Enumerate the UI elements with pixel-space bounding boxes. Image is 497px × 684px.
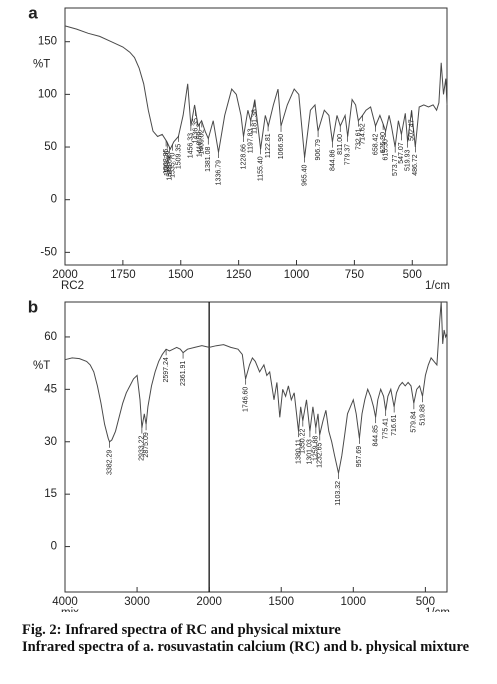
- x-tick-label: 1750: [110, 269, 136, 281]
- peak-label: 716.61: [391, 414, 398, 436]
- peak-label: 1197.83: [248, 128, 255, 153]
- panel-label: a: [28, 3, 38, 22]
- y-tick-label: 0: [51, 194, 57, 206]
- peak-label: 2875.09: [143, 432, 150, 457]
- x-axis-label: 1/cm: [425, 607, 450, 612]
- peak-label: 547.07: [398, 142, 405, 164]
- peak-label: 1232.65: [317, 442, 324, 467]
- peak-label: 1381.08: [205, 146, 212, 171]
- x-axis-label: 1/cm: [425, 280, 450, 292]
- peak-label: 519.88: [419, 404, 426, 426]
- y-tick-label: 150: [38, 36, 57, 48]
- y-tick-label: -50: [40, 246, 57, 258]
- y-tick-label: 50: [44, 141, 57, 153]
- peak-label: 1066.90: [278, 134, 285, 159]
- peak-label: 573.77: [392, 155, 399, 177]
- y-tick-label: 60: [44, 331, 57, 343]
- peak-label: 1509.35: [175, 144, 182, 169]
- plot-frame: [64, 7, 448, 266]
- peak-label: 2361.91: [180, 361, 187, 386]
- peak-label: 779.37: [344, 144, 351, 166]
- y-tick-label: 45: [44, 383, 57, 395]
- x-tick-label: 3000: [124, 596, 150, 608]
- y-tick-label: 0: [51, 541, 57, 553]
- peak-label: 625.90: [380, 132, 387, 154]
- x-tick-label: 1250: [226, 269, 252, 281]
- peak-label: 1558.26: [164, 151, 171, 176]
- x-tick-label: 750: [345, 269, 364, 281]
- x-tick-label: 1500: [268, 596, 294, 608]
- peak-label: 615.30: [382, 139, 389, 161]
- peak-label: 844.85: [373, 425, 380, 447]
- panel-label: b: [28, 297, 38, 316]
- y-tick-label: 15: [44, 488, 57, 500]
- peak-label: 1548.69: [166, 155, 173, 180]
- peak-label: 906.79: [315, 139, 322, 161]
- sample-label: mix: [61, 607, 79, 612]
- peak-label: 2933.22: [139, 435, 146, 460]
- peak-label: 1155.40: [257, 156, 264, 181]
- peak-label: 1122.81: [265, 133, 272, 158]
- peak-label: 1535.70: [169, 152, 176, 177]
- peak-label: 579.84: [411, 411, 418, 433]
- peak-label: 519.93: [405, 150, 412, 172]
- peak-label: 965.40: [301, 164, 308, 186]
- spectrum-line: [64, 25, 448, 158]
- y-axis-label: %T: [33, 360, 50, 372]
- peak-label: 1436.35: [192, 118, 199, 143]
- x-tick-label: 2000: [196, 596, 222, 608]
- peak-label: 1409.02: [199, 129, 206, 154]
- x-tick-label: 4000: [52, 596, 78, 608]
- peak-label: 1301.03: [307, 439, 314, 464]
- peak-label: 1418.69: [196, 132, 203, 157]
- peak-label: 3382.29: [106, 450, 113, 475]
- y-tick-label: 100: [38, 88, 57, 100]
- x-tick-label: 500: [403, 269, 422, 281]
- peak-label: 714.62: [359, 123, 366, 145]
- peak-label: 1350.22: [300, 428, 307, 453]
- sample-label: RC2: [61, 280, 84, 292]
- x-tick-label: 1000: [284, 269, 310, 281]
- caption-title: Fig. 2: Infrared spectra of RC and physi…: [22, 622, 341, 638]
- peak-label: 658.42: [372, 134, 379, 156]
- peak-label: 1456.33: [188, 133, 195, 158]
- y-axis-label: %T: [33, 59, 50, 71]
- peak-label: 1563.35: [163, 148, 170, 173]
- peak-label: 1746.60: [243, 387, 250, 412]
- spectrum-line: [64, 301, 448, 474]
- x-tick-label: 2000: [52, 269, 78, 281]
- peak-label: 502.47: [409, 119, 416, 141]
- x-tick-label: 1000: [341, 596, 367, 608]
- caption-text: Infrared spectra of a. rosuvastatin calc…: [22, 639, 470, 655]
- caption: Fig. 2: Infrared spectra of RC and physi…: [22, 622, 492, 656]
- peak-label: 732.61: [355, 128, 362, 150]
- peak-label: 1336.79: [215, 160, 222, 185]
- peak-label: 2597.24: [163, 357, 170, 382]
- peak-label: 1380.11: [295, 439, 302, 464]
- peak-label: 811.00: [337, 134, 344, 155]
- peak-label: 1103.32: [335, 481, 342, 506]
- peak-label: 486.72: [412, 154, 419, 176]
- peak-label: 1259.88: [313, 436, 320, 461]
- peak-label: 844.86: [329, 149, 336, 171]
- x-tick-label: 1500: [168, 269, 194, 281]
- peak-label: 1228.66: [240, 144, 247, 169]
- peak-label: 957.69: [356, 446, 363, 468]
- peak-label: 1181.38: [251, 109, 258, 134]
- y-tick-label: 30: [44, 436, 57, 448]
- x-tick-label: 500: [416, 596, 435, 608]
- peak-label: 775.41: [383, 418, 390, 440]
- plot-frame: [64, 301, 448, 593]
